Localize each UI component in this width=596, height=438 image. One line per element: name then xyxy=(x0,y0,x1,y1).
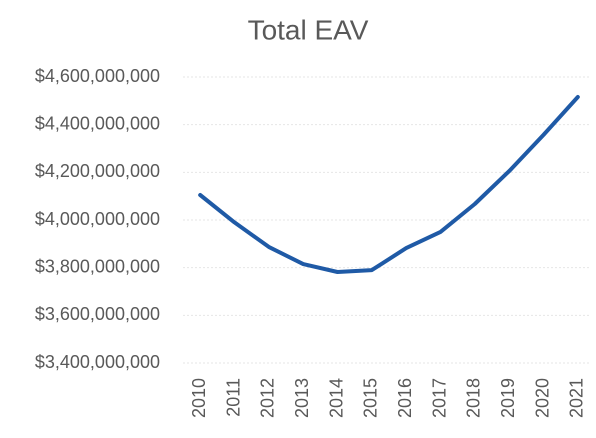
y-tick-label: $3,400,000,000 xyxy=(35,352,160,372)
chart-title: Total EAV xyxy=(248,14,369,45)
y-tick-label: $3,600,000,000 xyxy=(35,304,160,324)
y-tick-label: $4,400,000,000 xyxy=(35,113,160,133)
x-tick-label: 2014 xyxy=(326,378,346,418)
x-tick-label: 2010 xyxy=(189,378,209,418)
x-tick-label: 2021 xyxy=(567,378,587,418)
x-tick-label: 2019 xyxy=(498,378,518,418)
x-tick-label: 2017 xyxy=(429,378,449,418)
y-tick-label: $4,600,000,000 xyxy=(35,66,160,86)
x-tick-label: 2011 xyxy=(223,378,243,417)
x-tick-label: 2013 xyxy=(292,378,312,418)
x-tick-label: 2020 xyxy=(532,378,552,418)
x-tick-label: 2018 xyxy=(464,378,484,418)
x-tick-label: 2015 xyxy=(361,378,381,418)
x-tick-label: 2016 xyxy=(395,378,415,418)
y-tick-label: $4,000,000,000 xyxy=(35,209,160,229)
data-line xyxy=(198,95,580,274)
y-tick-label: $3,800,000,000 xyxy=(35,256,160,276)
y-tick-label: $4,200,000,000 xyxy=(35,161,160,181)
x-tick-label: 2012 xyxy=(258,378,278,418)
